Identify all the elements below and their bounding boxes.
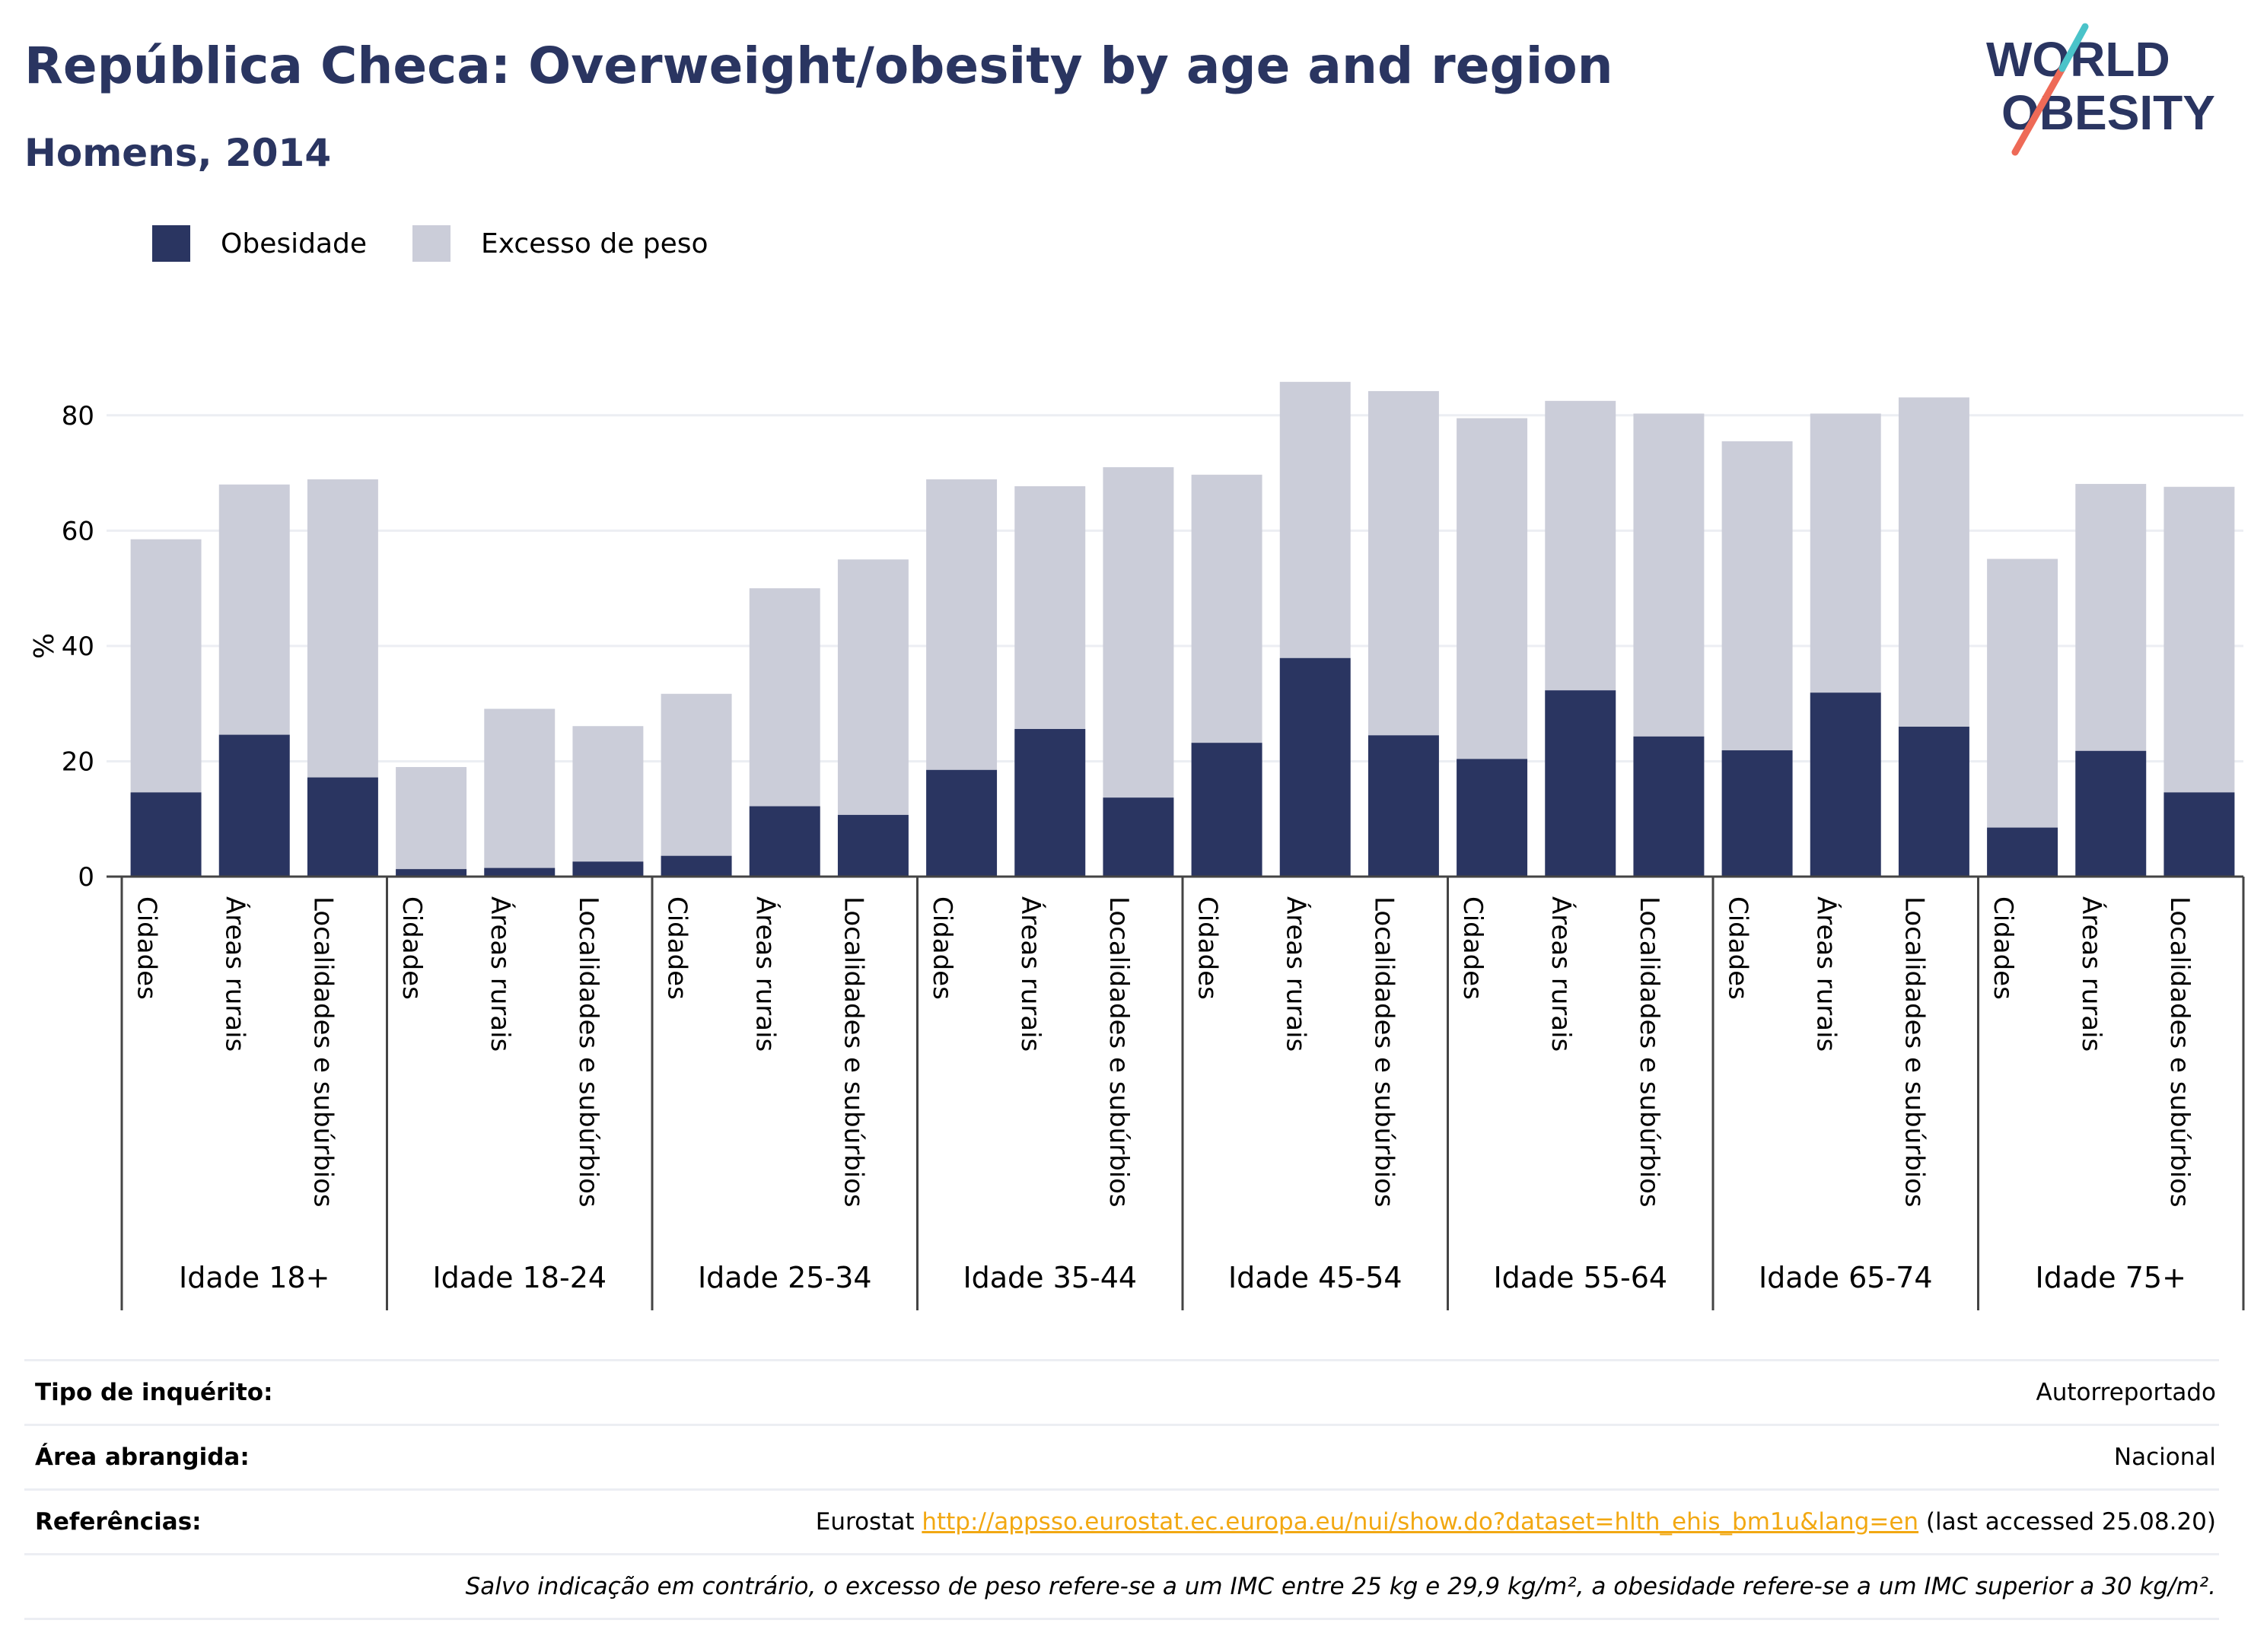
legend-item-obesity[interactable]: Obesidade [152,225,367,262]
info-row-area: Área abrangida: Nacional [24,1424,2219,1490]
x-category-label: Cidades [927,896,957,1000]
y-tick-label: 40 [62,632,94,662]
reference-accessed: (last accessed 25.08.20) [1918,1508,2216,1536]
y-axis-label: % [29,633,60,659]
x-category-label: Localidades e subúrbios [839,896,869,1208]
bar-obesity [1279,657,1351,877]
references-value: Eurostat http://appsso.eurostat.ec.europ… [354,1488,2219,1555]
bar-obesity [396,869,467,877]
x-category-label: Localidades e subúrbios [308,896,339,1208]
survey-type-value: Autorreportado [354,1359,2219,1425]
bar-obesity [661,855,732,877]
bar-overweight [396,767,467,877]
bar-obesity [1191,743,1262,877]
y-tick-label: 80 [62,401,94,431]
x-group-label: Idade 35-44 [963,1261,1137,1294]
bar-obesity [1457,759,1528,877]
x-category-label: Localidades e subúrbios [1899,896,1930,1208]
bar-obesity [2163,792,2235,877]
info-table: Tipo de inquérito: Autorreportado Área a… [24,1359,2219,1620]
x-category-label: Áreas rurais [1015,896,1046,1052]
y-tick-label: 20 [62,746,94,777]
info-row-references: Referências: Eurostat http://appsso.euro… [24,1488,2219,1555]
bar-obesity [926,769,998,877]
bar-obesity [1898,726,1969,877]
info-row-survey: Tipo de inquérito: Autorreportado [24,1359,2219,1425]
bar-obesity [572,861,644,877]
chart-subtitle: Homens, 2014 [24,131,332,175]
bar-obesity [130,792,202,877]
x-category-label: Áreas rurais [485,896,516,1052]
reference-link[interactable]: http://appsso.eurostat.ec.europa.eu/nui/… [922,1508,1919,1536]
x-group-label: Idade 25-34 [698,1261,872,1294]
bar-obesity [1545,690,1616,877]
x-category-label: Áreas rurais [1280,896,1311,1052]
x-category-label: Áreas rurais [1546,896,1577,1052]
bar-overweight [484,708,556,877]
info-row-note: Salvo indicação em contrário, o excesso … [24,1553,2219,1620]
x-category-label: Localidades e subúrbios [1103,896,1134,1208]
x-category-label: Cidades [396,896,427,1000]
x-group-label: Idade 55-64 [1493,1261,1667,1294]
bar-obesity [1987,827,2058,877]
x-category-label: Áreas rurais [1810,896,1842,1052]
bar-obesity [1103,797,1174,877]
bar-obesity [749,806,820,877]
survey-type-label: Tipo de inquérito: [24,1359,355,1425]
bar-overweight [1987,559,2058,877]
bar-overweight [572,726,644,877]
bar-obesity [307,777,378,877]
bar-obesity [1721,750,1793,877]
x-category-label: Cidades [131,896,161,1000]
legend-swatch-overweight [412,225,451,262]
legend-swatch-obesity [152,225,190,262]
legend-label-overweight: Excesso de peso [481,228,708,259]
x-category-label: Áreas rurais [750,896,781,1052]
coverage-value: Nacional [354,1424,2219,1490]
x-group-label: Idade 65-74 [1759,1261,1933,1294]
y-tick-label: 60 [62,516,94,546]
bar-overweight [661,693,732,877]
x-group-label: Idade 75+ [2036,1261,2186,1294]
x-category-label: Áreas rurais [2076,896,2107,1052]
bar-obesity [1810,692,1881,877]
definition-note: Salvo indicação em contrário, o excesso … [24,1553,2219,1620]
x-category-label: Localidades e subúrbios [1634,896,1664,1208]
x-category-label: Localidades e subúrbios [1369,896,1399,1208]
bar-obesity [484,867,556,877]
chart-legend: Obesidade Excesso de peso [152,225,754,262]
x-category-label: Localidades e subúrbios [2164,896,2195,1208]
x-category-label: Cidades [1722,896,1753,1000]
bar-obesity [837,814,909,877]
bar-obesity [218,734,290,877]
y-tick-label: 0 [78,862,94,893]
chart-title: República Checa: Overweight/obesity by a… [24,37,1613,95]
reference-source: Eurostat [815,1508,922,1536]
bar-obesity [1014,729,1086,877]
bar-obesity [2075,750,2147,877]
svg-text:OBESITY: OBESITY [2001,85,2215,140]
bar-chart: 0 20 40 60 80% Cidades Áreas rurais Localidades… [29,381,2245,1310]
coverage-label: Área abrangida: [24,1424,355,1490]
bar-obesity [1367,735,1439,877]
references-label: Referências: [24,1488,355,1555]
x-category-label: Cidades [661,896,692,1000]
x-group-label: Idade 45-54 [1228,1261,1402,1294]
x-category-label: Cidades [1988,896,2018,1000]
x-group-label: Idade 18+ [179,1261,330,1294]
legend-item-overweight[interactable]: Excesso de peso [412,225,708,262]
world-obesity-logo: WORLD OBESITY [1986,23,2215,156]
x-group-label: Idade 18-24 [432,1261,607,1294]
legend-label-obesity: Obesidade [221,228,368,259]
bar-obesity [1633,736,1705,877]
x-category-label: Localidades e subúrbios [573,896,603,1208]
x-category-label: Cidades [1192,896,1222,1000]
x-category-label: Cidades [1457,896,1488,1000]
x-category-label: Áreas rurais [219,896,250,1052]
